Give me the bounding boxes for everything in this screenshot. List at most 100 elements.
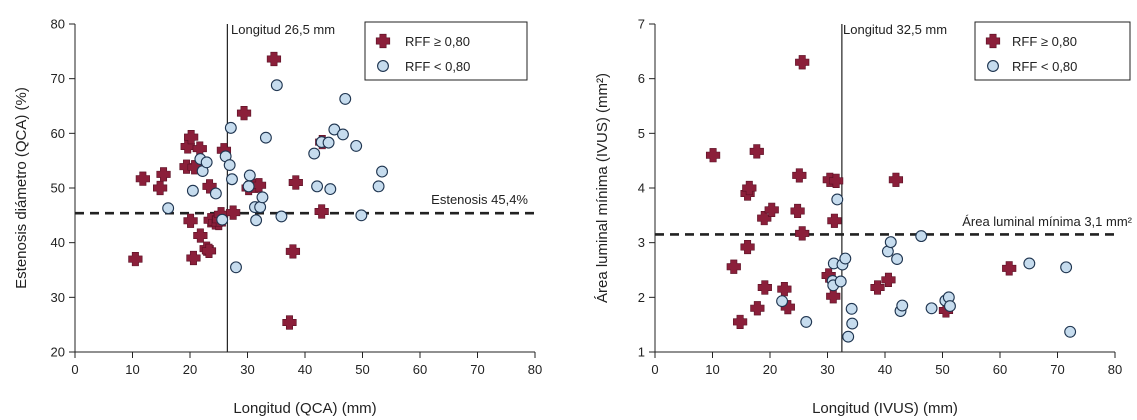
x-tick-label: 80 <box>1108 362 1122 377</box>
point-rff-high <box>777 282 792 297</box>
point-rff-low <box>846 317 859 330</box>
point-rff-high <box>314 204 329 219</box>
point-rff-high <box>282 315 297 330</box>
longitud-threshold-label: Longitud 32,5 mm <box>843 22 947 37</box>
series-rff-high <box>128 51 330 330</box>
point-rff-low <box>230 261 242 274</box>
legend-box <box>974 21 1131 81</box>
x-tick-label: 40 <box>878 362 892 377</box>
x-axis-title: Longitud (QCA) (mm) <box>233 400 376 417</box>
point-rff-high <box>764 202 779 217</box>
point-rff-low <box>376 165 388 178</box>
y-axis: 20 30 40 50 60 70 80 <box>51 17 76 360</box>
point-rff-low <box>254 201 267 214</box>
y-tick-label: 30 <box>51 290 65 305</box>
y-tick-label: 7 <box>638 17 645 32</box>
y-tick-label: 1 <box>638 345 645 360</box>
y-tick-label: 40 <box>51 235 65 250</box>
legend-label-rff-high: RFF ≥ 0,80 <box>405 34 470 49</box>
y-tick-label: 3 <box>638 235 645 250</box>
y-axis: 1 2 3 4 5 6 7 <box>638 17 656 360</box>
point-rff-low <box>162 202 175 215</box>
x-axis: 0 10 20 30 40 50 60 70 80 <box>651 351 1122 377</box>
point-rff-high <box>285 244 301 259</box>
y-tick-label: 5 <box>638 126 645 141</box>
legend-cross-marker <box>375 33 391 49</box>
legend-label-rff-high: RFF ≥ 0,80 <box>1012 34 1077 49</box>
x-tick-label: 40 <box>298 362 312 377</box>
point-rff-low <box>845 302 858 315</box>
point-rff-high <box>750 301 765 316</box>
point-rff-low <box>311 180 324 193</box>
point-rff-low <box>842 330 855 343</box>
x-tick-label: 70 <box>1050 362 1064 377</box>
point-rff-high <box>826 289 841 304</box>
point-rff-low <box>250 214 263 227</box>
y-tick-label: 20 <box>51 345 65 360</box>
x-tick-label: 60 <box>413 362 427 377</box>
point-rff-low <box>839 252 852 265</box>
x-tick-label: 30 <box>240 362 254 377</box>
x-tick-label: 20 <box>763 362 777 377</box>
point-rff-high <box>742 180 757 196</box>
x-tick-label: 60 <box>993 362 1007 377</box>
longitud-threshold-label: Longitud 26,5 mm <box>231 22 335 37</box>
point-rff-low <box>834 275 847 288</box>
point-rff-low <box>216 213 229 226</box>
point-rff-high <box>201 243 217 258</box>
x-tick-label: 30 <box>820 362 834 377</box>
point-rff-low <box>186 184 199 197</box>
legend-cross-marker <box>985 33 1001 49</box>
legend-marker-cross <box>985 33 1001 49</box>
point-rff-high <box>266 51 282 67</box>
data-points <box>128 51 388 330</box>
point-rff-low <box>372 180 385 193</box>
x-tick-label: 70 <box>470 362 484 377</box>
point-rff-low <box>226 173 238 186</box>
y-tick-label: 50 <box>51 181 65 196</box>
x-ticks: 0 10 20 30 40 50 60 70 80 <box>651 352 1122 377</box>
x-tick-label: 0 <box>651 362 658 377</box>
point-rff-low <box>896 299 909 312</box>
point-rff-low <box>1060 261 1073 274</box>
point-rff-low <box>1023 257 1036 270</box>
series-rff-low <box>162 79 388 274</box>
x-tick-label: 50 <box>355 362 369 377</box>
estenosis-threshold-label: Estenosis 45,4% <box>431 192 528 207</box>
point-rff-low <box>355 209 368 222</box>
point-rff-low <box>944 300 956 313</box>
point-rff-low <box>270 79 283 92</box>
point-rff-high <box>757 280 772 295</box>
point-rff-high <box>135 171 150 186</box>
point-rff-high <box>288 175 303 190</box>
point-rff-low <box>200 156 213 169</box>
y-axis-title: Área luminal mínima (IVUS) (mm²) <box>594 73 611 303</box>
point-rff-high <box>795 55 810 70</box>
point-rff-low <box>224 121 237 134</box>
legend-circle-marker <box>377 60 389 72</box>
point-rff-high <box>881 272 896 287</box>
point-rff-low <box>256 191 269 204</box>
point-rff-low <box>339 92 352 105</box>
x-axis-title: Longitud (IVUS) (mm) <box>812 400 958 417</box>
x-tick-label: 50 <box>935 362 949 377</box>
x-tick-label: 10 <box>705 362 719 377</box>
point-rff-high <box>870 280 885 295</box>
series-rff-low <box>776 193 1077 343</box>
point-rff-high <box>156 167 171 182</box>
point-rff-high <box>153 180 168 196</box>
point-rff-high <box>1002 261 1017 276</box>
data-points <box>705 55 1077 343</box>
legend: RFF ≥ 0,80 RFF < 0,80 <box>364 21 528 81</box>
point-rff-high <box>749 144 764 159</box>
point-rff-low <box>915 230 928 243</box>
x-tick-label: 10 <box>125 362 139 377</box>
point-rff-high <box>740 239 755 255</box>
legend-marker-circle <box>377 60 389 72</box>
point-rff-high <box>792 168 807 183</box>
point-rff-high <box>733 314 748 330</box>
point-rff-high <box>726 259 741 274</box>
point-rff-low <box>322 136 335 149</box>
